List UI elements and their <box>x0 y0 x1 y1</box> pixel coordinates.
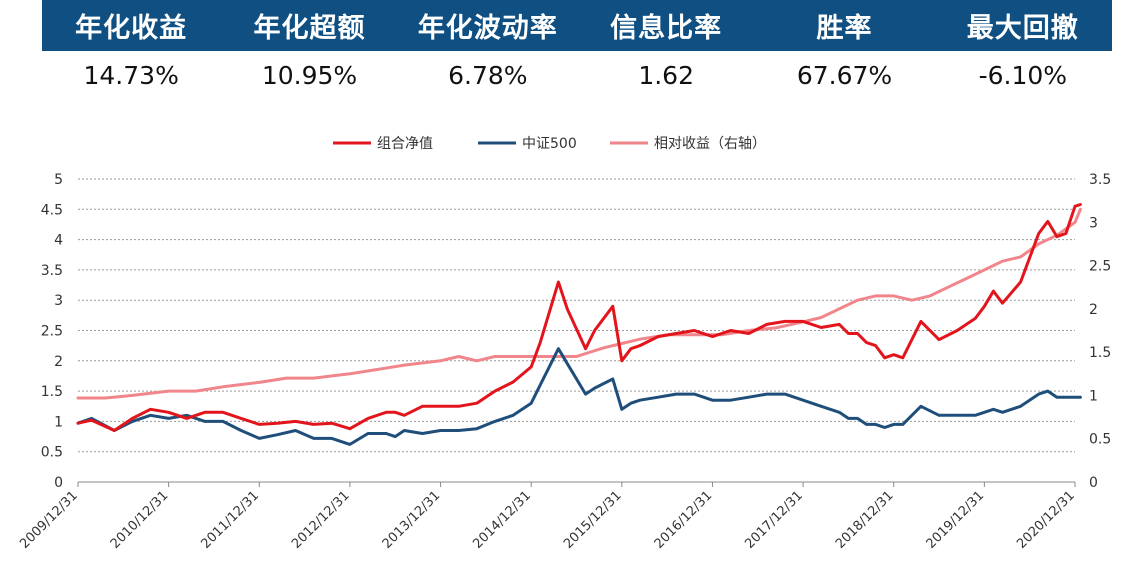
left-axis-tick-label: 5 <box>54 172 63 188</box>
right-axis-tick-label: 1.5 <box>1089 345 1111 361</box>
x-axis-tick-label: 2010/12/31 <box>108 488 172 552</box>
stat-header-annual-return: 年化收益 <box>75 13 188 44</box>
chart-series <box>76 203 1082 446</box>
stats-values-row: 14.73% 10.95% 6.78% 1.62 67.67% -6.10% <box>42 55 1112 95</box>
x-axis-tick-label: 2011/12/31 <box>199 488 263 552</box>
right-axis-tick-label: 2.5 <box>1089 259 1111 275</box>
portfolio-nav-line <box>76 203 1082 432</box>
x-axis-tick-label: 2009/12/31 <box>17 488 81 552</box>
x-axis-tick-label: 2019/12/31 <box>924 488 988 552</box>
left-axis-tick-label: 1 <box>54 414 63 430</box>
x-axis-tick-label: 2017/12/31 <box>742 488 806 552</box>
right-y-axis: 0 0.5 1 1.5 2 2.5 3 3.5 <box>1089 172 1111 491</box>
stat-header-annual-excess: 年化超额 <box>253 13 366 44</box>
stat-header-win-rate: 胜率 <box>816 13 873 44</box>
stat-value-max-drawdown: -6.10% <box>978 60 1068 90</box>
stat-header-information-ratio: 信息比率 <box>610 13 723 44</box>
left-axis-tick-label: 2 <box>54 354 63 370</box>
chart-grid <box>78 178 1075 453</box>
stat-value-win-rate: 67.67% <box>796 60 893 90</box>
left-y-axis: 0 0.5 1 1.5 2 2.5 3 3.5 4 4.5 5 <box>41 172 63 491</box>
stat-value-annual-excess: 10.95% <box>261 60 358 90</box>
csi500-line <box>76 347 1082 446</box>
right-axis-tick-label: 3.5 <box>1089 172 1111 188</box>
x-axis-tick-label: 2016/12/31 <box>652 488 716 552</box>
left-axis-tick-label: 0.5 <box>41 445 63 461</box>
left-axis-tick-label: 2.5 <box>41 324 63 340</box>
stat-value-annual-volatility: 6.78% <box>448 60 528 90</box>
legend-label: 组合净值 <box>377 136 433 152</box>
x-axis: 2009/12/31 2010/12/31 2011/12/31 2012/12/31… <box>17 481 1078 552</box>
left-axis-tick-label: 4 <box>54 233 63 249</box>
relative-return-line <box>76 207 1082 400</box>
stat-header-annual-volatility: 年化波动率 <box>417 13 558 44</box>
x-axis-tick-label: 2018/12/31 <box>833 488 897 552</box>
stats-header-bar: 年化收益 年化超额 年化波动率 信息比率 胜率 最大回撤 <box>42 0 1112 51</box>
right-axis-tick-label: 3 <box>1089 215 1098 231</box>
right-axis-tick-label: 2 <box>1089 302 1098 318</box>
chart-legend: 组合净值 中证500 相对收益（右轴） <box>333 136 766 152</box>
legend-label: 中证500 <box>522 136 577 152</box>
x-axis-tick-label: 2020/12/31 <box>1014 488 1078 552</box>
left-axis-tick-label: 1.5 <box>41 384 63 400</box>
x-axis-tick-label: 2013/12/31 <box>380 488 444 552</box>
left-axis-tick-label: 0 <box>54 475 63 491</box>
stat-value-information-ratio: 1.62 <box>638 60 694 90</box>
x-axis-tick-label: 2014/12/31 <box>470 488 534 552</box>
right-axis-tick-label: 0.5 <box>1089 432 1111 448</box>
right-axis-tick-label: 0 <box>1089 475 1098 491</box>
x-axis-tick-label: 2015/12/31 <box>561 488 625 552</box>
right-axis-tick-label: 1 <box>1089 388 1098 404</box>
x-axis-tick-label: 2012/12/31 <box>289 488 353 552</box>
stat-header-max-drawdown: 最大回撤 <box>966 13 1079 44</box>
legend-label: 相对收益（右轴） <box>654 136 766 152</box>
stat-value-annual-return: 14.73% <box>83 60 179 90</box>
left-axis-tick-label: 3 <box>54 293 63 309</box>
left-axis-tick-label: 4.5 <box>41 202 63 218</box>
left-axis-tick-label: 3.5 <box>41 263 63 279</box>
